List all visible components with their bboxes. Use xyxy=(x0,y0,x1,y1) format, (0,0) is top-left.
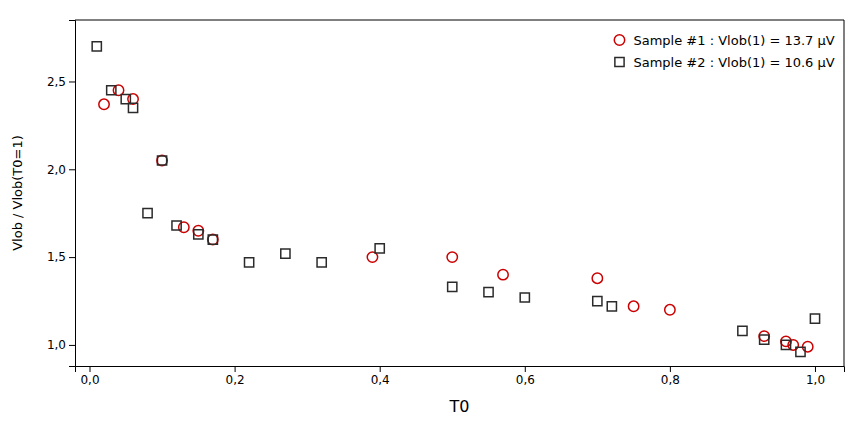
point xyxy=(107,86,116,95)
tick-mark xyxy=(69,345,75,346)
point xyxy=(172,221,181,230)
point xyxy=(99,99,109,109)
tick: 0,0 xyxy=(80,366,99,387)
point xyxy=(208,234,218,244)
point xyxy=(796,347,805,356)
tick-label: 0,2 xyxy=(226,373,245,387)
axis-line xyxy=(69,21,76,367)
y-axis: 1,0 1,5 2,0 2,5 xyxy=(47,21,76,367)
tick-label: 0,6 xyxy=(516,373,535,387)
point xyxy=(245,258,254,267)
y-axis-title: Vlob / Vlob(T0=1) xyxy=(10,135,25,251)
legend-symbol xyxy=(615,57,624,66)
point xyxy=(208,235,217,244)
point xyxy=(498,269,508,279)
point xyxy=(179,222,189,232)
tick-label: 0,0 xyxy=(80,373,99,387)
point xyxy=(788,340,798,350)
frame xyxy=(75,20,844,21)
point xyxy=(375,244,384,253)
point xyxy=(665,305,675,315)
point xyxy=(810,314,819,323)
tick-label: 1,0 xyxy=(806,373,825,387)
tick-mark xyxy=(69,169,75,170)
point xyxy=(760,335,769,344)
point xyxy=(484,288,493,297)
point xyxy=(143,209,152,218)
tick: 2,5 xyxy=(47,75,75,89)
point xyxy=(592,273,602,283)
point xyxy=(281,249,290,258)
tick-mark xyxy=(69,257,75,258)
tick: 0,2 xyxy=(226,366,245,387)
tick: 0,4 xyxy=(371,366,390,387)
point xyxy=(738,326,747,335)
frame xyxy=(844,20,845,366)
point xyxy=(607,302,616,311)
tick: 0,8 xyxy=(661,366,680,387)
tick-mark xyxy=(380,366,381,372)
legend: Sample #1 : Vlob(1) = 13.7 μV Sample #2 :… xyxy=(614,33,835,70)
point xyxy=(193,226,203,236)
point xyxy=(520,293,529,302)
tick-label: 0,4 xyxy=(371,373,390,387)
tick: 1,0 xyxy=(806,366,825,387)
tick-label: 1,5 xyxy=(47,250,66,264)
series xyxy=(99,85,813,352)
tick: 2,0 xyxy=(47,163,75,177)
tick: 1,0 xyxy=(47,338,75,352)
point xyxy=(628,301,638,311)
tick-label: 2,0 xyxy=(47,163,66,177)
legend-symbol xyxy=(614,35,624,45)
chart: 0,0 0,2 0,4 0,6 0,8 1,0 1,0 1,5 2,0 2,5 Sample #1 … xyxy=(0,0,866,426)
point xyxy=(448,282,457,291)
tick-mark xyxy=(235,366,236,372)
axis-line xyxy=(76,367,845,373)
x-axis: 0,0 0,2 0,4 0,6 0,8 1,0 xyxy=(76,366,845,387)
point xyxy=(157,156,166,165)
point xyxy=(121,94,130,103)
point xyxy=(447,252,457,262)
point xyxy=(759,331,769,341)
tick: 1,5 xyxy=(47,250,75,264)
legend-item: Sample #2 : Vlob(1) = 10.6 μV xyxy=(615,55,835,70)
tick-mark xyxy=(670,366,671,372)
point xyxy=(157,155,167,165)
point xyxy=(194,230,203,239)
marks xyxy=(92,42,819,357)
tick-label: 0,8 xyxy=(661,373,680,387)
x-axis-title: T0 xyxy=(449,397,470,416)
tick: 0,6 xyxy=(516,366,535,387)
legend-label: Sample #1 : Vlob(1) = 13.7 μV xyxy=(633,33,834,48)
point xyxy=(128,103,137,112)
legend-label: Sample #2 : Vlob(1) = 10.6 μV xyxy=(633,55,834,70)
tick-label: 2,5 xyxy=(47,75,66,89)
tick-mark xyxy=(815,366,816,372)
tick-label: 1,0 xyxy=(47,338,66,352)
tick-mark xyxy=(69,81,75,82)
plot: 0,0 0,2 0,4 0,6 0,8 1,0 1,0 1,5 2,0 2,5 Sample #1 … xyxy=(47,20,845,387)
point xyxy=(92,42,101,51)
series xyxy=(92,42,819,357)
tick-mark xyxy=(525,366,526,372)
point xyxy=(317,258,326,267)
point xyxy=(781,340,790,349)
tick-mark xyxy=(90,366,91,372)
legend-item: Sample #1 : Vlob(1) = 13.7 μV xyxy=(614,33,835,48)
point xyxy=(593,296,602,305)
